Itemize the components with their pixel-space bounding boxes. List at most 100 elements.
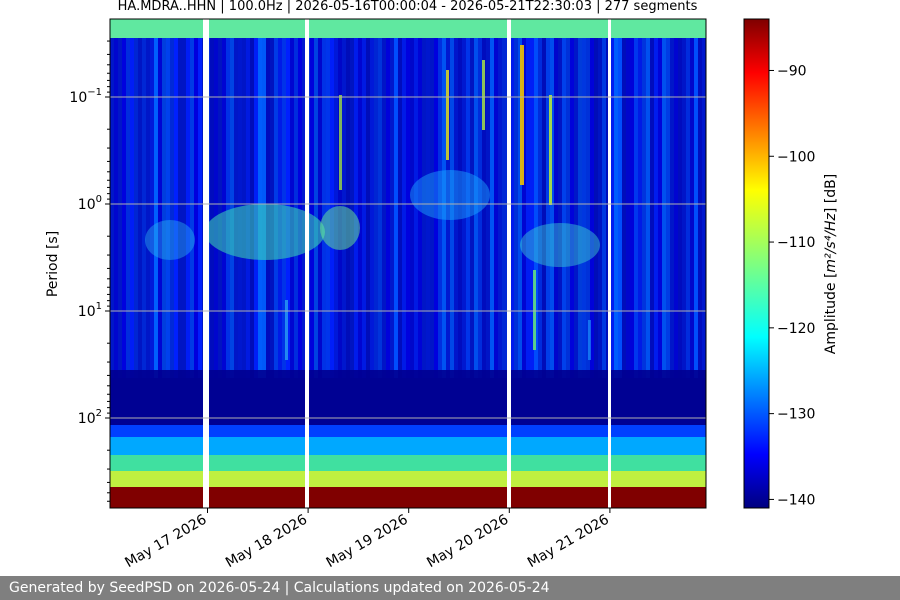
heatmap-column [542,38,546,378]
heatmap-column [598,38,602,378]
gridlines [110,96,706,419]
heatmap-streak [285,300,288,360]
x-tick-label: May 17 2026 [122,512,209,572]
heatmap-column [458,38,462,378]
heatmap-column [610,38,614,378]
heatmap-column [314,38,318,378]
heatmap-streak [533,270,536,350]
heatmap-column [158,38,162,378]
heatmap-blob [145,220,195,260]
heatmap-column [530,38,534,378]
heatmap-column [430,38,434,378]
heatmap-column [146,38,150,378]
heatmap-column [410,38,414,378]
heatmap-streak [446,70,449,160]
heatmap-column [122,38,126,378]
heatmap-column [682,38,686,378]
heatmap-column [646,38,650,378]
heatmap-column [326,38,330,378]
heatmap-column [134,38,138,378]
heatmap-column [638,38,642,378]
colorbar-scale [743,18,770,509]
heatmap-column [210,38,214,378]
band-deep-blue [110,370,706,425]
heatmap-column [686,38,690,378]
heatmap-column [478,38,482,378]
heatmap-column [662,38,666,378]
heatmap-column [294,38,298,378]
heatmap-top-band [110,19,706,38]
y-tick-label: 10−1 [69,87,102,106]
heatmap-column [698,38,702,378]
data-gap [203,19,209,508]
heatmap-column [462,38,466,378]
heatmap-column [514,38,518,378]
heatmap-column [670,38,674,378]
plot-frame [109,18,707,509]
heatmap-column [150,38,154,378]
heatmap-column [546,38,550,378]
heatmap-column [486,38,490,378]
heatmap-column [558,38,562,378]
heatmap-column [694,38,698,378]
heatmap-column [498,38,502,378]
heatmap-column [618,38,622,378]
heatmap-column [190,38,194,378]
heatmap-column [566,38,570,378]
footer-text: Generated by SeedPSD on 2026-05-24 | Cal… [9,580,550,596]
heatmap-column [502,38,506,378]
heatmap-column [654,38,658,378]
heatmap-column [466,38,470,378]
heatmap-column [350,38,354,378]
heatmap-column [418,38,422,378]
heatmap-column [666,38,670,378]
colorbar-tick-label: −140 [777,492,815,508]
heatmap-streak [482,60,485,130]
heatmap-column [194,38,198,378]
heatmap-column [362,38,366,378]
heatmap-column [586,38,590,378]
data-gap [608,19,611,508]
heatmap-streak [520,45,524,185]
heatmap-column [366,38,370,378]
heatmap-column [166,38,170,378]
heatmap-blob [320,206,360,250]
heatmap-column [222,38,226,378]
y-tick-label: 101 [78,301,102,320]
heatmap-column [570,38,574,378]
heatmap-column [562,38,566,378]
x-axis: May 17 2026 May 18 2026 May 19 2026 May 20 … [122,508,612,571]
heatmap-column [118,38,122,378]
heatmap-column [170,38,174,378]
heatmap-column [454,38,458,378]
band-yellow-green [110,471,706,487]
heatmap-column [226,38,230,378]
heatmap-column [402,38,406,378]
colorbar: −90 −100 −110 −120 −130 −140 Amplitude [m²/s⁴… [743,18,839,509]
heatmap-column [434,38,438,378]
heatmap-column [482,38,486,378]
colorbar-tick-label: −120 [777,321,815,337]
heatmap-column [218,38,222,378]
heatmap-column [446,38,450,378]
heatmap-column [406,38,410,378]
heatmap-column [426,38,430,378]
heatmap-column [702,38,706,378]
heatmap-column [310,38,314,378]
heatmap-column [182,38,186,378]
heatmap-column [614,38,618,378]
heatmap-column [622,38,626,378]
heatmap-column [674,38,678,378]
heatmap-column [442,38,446,378]
y-axis: 10−1 100 101 102 [69,40,110,502]
data-gap [507,19,511,508]
heatmap-column [658,38,662,378]
heatmap-column [630,38,634,378]
heatmap-column [162,38,166,378]
heatmap-column [626,38,630,378]
heatmap-column [174,38,178,378]
heatmap-column [370,38,374,378]
heatmap-column [554,38,558,378]
heatmap-column [510,38,514,378]
heatmap-column [634,38,638,378]
